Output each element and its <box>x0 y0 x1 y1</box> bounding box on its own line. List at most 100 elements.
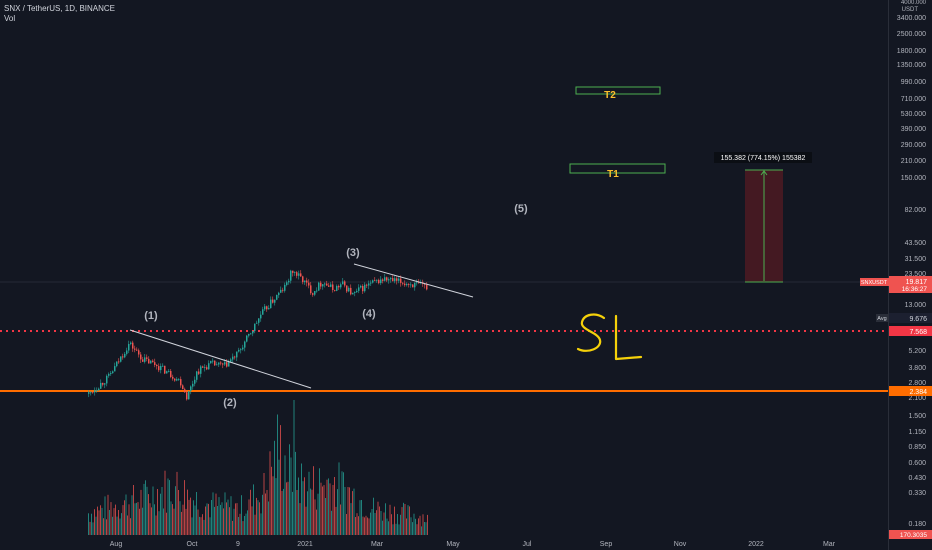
volume-bar <box>287 481 289 535</box>
volume-bar <box>221 502 223 535</box>
volume-bar <box>169 480 170 535</box>
volume-bar <box>400 514 401 535</box>
volume-bar <box>394 506 395 535</box>
candle-body <box>326 283 328 286</box>
volume-bar <box>419 515 421 535</box>
volume-bar <box>343 472 344 535</box>
volume-bar <box>290 457 292 535</box>
symbol-header[interactable]: SNX / TetherUS, 1D, BINANCE <box>4 4 115 13</box>
volume-bar <box>401 507 403 535</box>
volume-bar <box>331 510 332 535</box>
candle-body <box>346 285 348 292</box>
volume-bar <box>347 487 349 535</box>
volume-bar <box>374 513 376 535</box>
candle-body <box>136 349 138 351</box>
candle-body <box>240 349 242 351</box>
candle-body <box>324 283 326 285</box>
volume-bar <box>226 502 227 535</box>
price-tick-label: 150.000 <box>901 175 926 182</box>
volume-bar <box>352 491 353 535</box>
candle-body <box>190 386 192 392</box>
volume-bar <box>359 500 361 535</box>
candle-body <box>166 371 168 374</box>
volume-bar <box>97 506 98 535</box>
last-price-label: 19.817 <box>906 279 928 286</box>
candle-body <box>274 299 276 303</box>
candle-body <box>344 281 346 286</box>
candle-body <box>418 282 420 284</box>
volume-bar <box>197 509 199 535</box>
candle-body <box>374 280 376 282</box>
volume-bar <box>307 491 308 535</box>
volume-bar <box>412 522 413 535</box>
volume-bar <box>349 487 350 535</box>
trendline-wave-2 <box>129 329 312 389</box>
volume-bar <box>211 500 212 535</box>
candle-body <box>406 284 408 286</box>
volume-bar <box>247 510 248 535</box>
candle-body <box>318 282 320 291</box>
volume-bar <box>220 504 221 535</box>
candle-body <box>264 306 266 310</box>
candle-body <box>332 284 334 290</box>
candle-body <box>284 284 286 291</box>
volume-bar <box>322 486 323 535</box>
volume-bar <box>104 496 106 535</box>
volume-bar <box>266 490 268 535</box>
volume-bar <box>409 506 410 535</box>
candle-body <box>238 349 240 352</box>
volume-bar <box>143 483 145 535</box>
volume-bar <box>217 506 218 535</box>
candle-body <box>266 306 268 310</box>
volume-bar <box>346 514 347 535</box>
candle-body <box>280 289 282 293</box>
volume-bar <box>98 510 100 535</box>
candle-body <box>156 365 158 366</box>
candle-body <box>348 287 350 292</box>
candle-body <box>300 273 302 277</box>
volume-bar <box>329 483 331 535</box>
candle-body <box>138 350 140 355</box>
volume-bar <box>257 500 259 535</box>
candle-body <box>352 292 354 295</box>
candle-body <box>148 358 150 364</box>
volume-bar <box>155 515 157 535</box>
candle-body <box>234 356 236 358</box>
candle-body <box>394 278 396 282</box>
volume-bar <box>275 478 277 535</box>
volume-bar <box>293 400 295 535</box>
volume-bar <box>118 510 119 535</box>
time-tick-label: Mar <box>823 541 836 548</box>
candle-body <box>296 272 298 276</box>
candle-body <box>214 360 216 366</box>
measure-label: 155.382 (774.15%) 155382 <box>721 155 806 162</box>
candle-body <box>176 379 178 381</box>
volume-bar <box>248 499 250 535</box>
price-tick-label: 5.200 <box>908 348 926 355</box>
volume-bar <box>326 479 328 535</box>
volume-bar <box>200 517 202 535</box>
candle-body <box>196 371 198 380</box>
candle-body <box>154 362 156 365</box>
candle-body <box>364 284 366 292</box>
volume-header[interactable]: Vol <box>4 14 16 23</box>
candle-body <box>306 280 308 283</box>
volume-bar <box>278 459 280 535</box>
price-tick-label: 3400.000 <box>897 15 926 22</box>
volume-bar <box>368 518 370 535</box>
volume-bar <box>406 518 407 535</box>
volume-bar <box>319 468 320 535</box>
avg-value-bg <box>889 313 932 323</box>
target-box-t1 <box>569 163 666 174</box>
candle-body <box>404 283 406 286</box>
candle-body <box>122 356 124 358</box>
candle-body <box>248 333 250 336</box>
volume-bar <box>415 518 416 535</box>
candle-body <box>278 292 280 296</box>
candle-body <box>230 359 232 362</box>
volume-bar <box>167 478 169 535</box>
candle-body <box>378 279 380 284</box>
volume-bar <box>395 523 397 535</box>
volume-bar <box>179 501 181 535</box>
